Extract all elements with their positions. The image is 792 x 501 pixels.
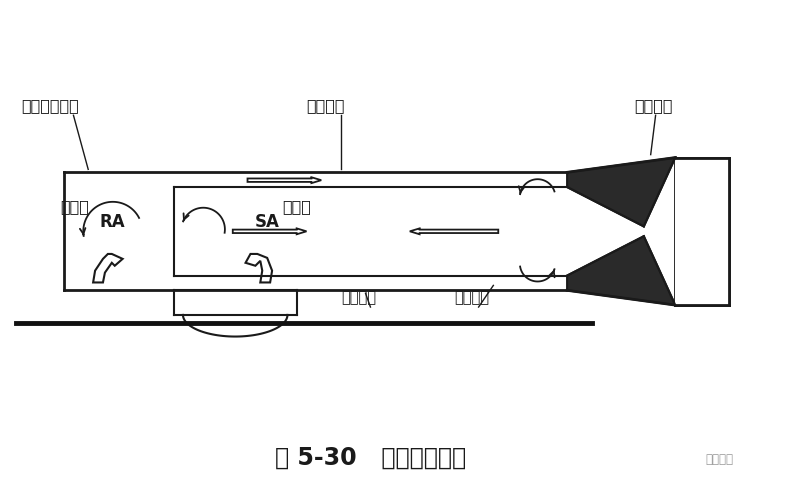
Text: 暖通家族: 暖通家族 (706, 453, 733, 466)
Text: SA: SA (254, 213, 280, 231)
Text: 诱导喷口: 诱导喷口 (634, 98, 672, 113)
Polygon shape (246, 254, 272, 283)
Polygon shape (567, 158, 676, 226)
Text: RA: RA (99, 213, 124, 231)
Polygon shape (233, 228, 307, 234)
Text: 混合喉管: 混合喉管 (307, 98, 345, 113)
Polygon shape (248, 177, 322, 183)
Text: 室内诱导空气: 室内诱导空气 (21, 98, 79, 113)
Polygon shape (676, 158, 729, 305)
Polygon shape (93, 254, 123, 283)
Text: 混合空气: 混合空气 (341, 290, 376, 305)
Text: 吸入口: 吸入口 (61, 199, 89, 214)
Text: 吹出口: 吹出口 (282, 199, 310, 214)
Polygon shape (567, 236, 676, 305)
Polygon shape (409, 228, 498, 234)
Text: 图 5-30   大温差诱导器: 图 5-30 大温差诱导器 (275, 445, 466, 469)
Text: 一次空气: 一次空气 (454, 290, 489, 305)
